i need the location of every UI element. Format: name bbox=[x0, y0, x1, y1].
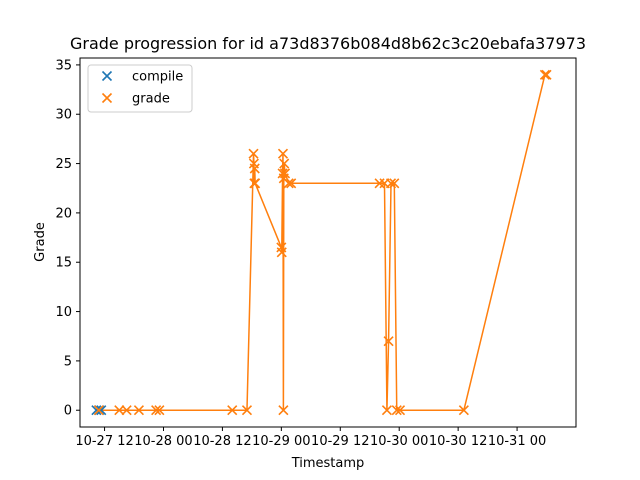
x-tick-label: 10-27 12 bbox=[75, 434, 133, 449]
grade-point bbox=[385, 178, 397, 189]
grade-point bbox=[541, 69, 552, 80]
grade-point bbox=[389, 178, 400, 189]
y-tick-label: 0 bbox=[64, 404, 72, 419]
grade-point bbox=[283, 178, 294, 189]
plot-area bbox=[91, 69, 552, 416]
x-tick-label: 10-28 00 bbox=[134, 434, 192, 449]
x-tick-label: 10-29 00 bbox=[252, 434, 310, 449]
y-tick-label: 35 bbox=[55, 58, 72, 73]
y-axis-label: Grade bbox=[33, 222, 48, 262]
x-tick-label: 10-28 12 bbox=[193, 434, 251, 449]
legend-label-compile: compile bbox=[132, 70, 183, 85]
grade-point bbox=[248, 148, 259, 159]
grade-point bbox=[277, 148, 289, 159]
y-tick-label: 20 bbox=[55, 206, 72, 221]
grade-point bbox=[276, 247, 287, 258]
grade-point bbox=[383, 336, 394, 347]
grade-point bbox=[391, 405, 402, 416]
grade-point bbox=[93, 405, 104, 416]
grade-point bbox=[133, 405, 144, 416]
grade-point bbox=[121, 405, 132, 416]
x-tick-label: 10-30 12 bbox=[429, 434, 487, 449]
legend-frame bbox=[87, 64, 193, 113]
y-tick-label: 10 bbox=[55, 305, 72, 320]
y-tick-label: 30 bbox=[55, 108, 72, 123]
chart-title: Grade progression for id a73d8376b084d8b… bbox=[70, 34, 586, 53]
y-tick-label: 15 bbox=[55, 256, 72, 271]
axis-ticks: 10-27 12 10-28 00 10-28 12 10-29 00 10-29 12… bbox=[55, 58, 546, 449]
axes-frame bbox=[79, 57, 577, 428]
grade-point bbox=[286, 178, 297, 189]
grade-point bbox=[154, 405, 165, 416]
y-tick-label: 5 bbox=[64, 354, 72, 369]
grade-point bbox=[279, 158, 290, 169]
y-tick-label: 25 bbox=[55, 157, 72, 172]
legend-label-grade: grade bbox=[132, 92, 170, 107]
grade-point bbox=[241, 405, 253, 416]
grade-point bbox=[381, 405, 392, 416]
grade-point bbox=[394, 405, 406, 416]
grade-series-line bbox=[98, 74, 547, 411]
grade-point bbox=[278, 405, 289, 416]
x-tick-label: 10-30 00 bbox=[370, 434, 428, 449]
compile-point bbox=[96, 405, 107, 416]
legend: compile grade bbox=[87, 64, 193, 113]
legend-marker-grade bbox=[101, 92, 113, 104]
x-axis-label: Timestamp bbox=[291, 456, 365, 471]
x-tick-label: 10-31 00 bbox=[488, 434, 546, 449]
grade-point bbox=[151, 405, 162, 416]
grade-point bbox=[227, 405, 238, 416]
grade-point bbox=[458, 405, 469, 416]
grade-point bbox=[250, 178, 261, 189]
grade-point bbox=[249, 163, 260, 174]
grade-point bbox=[114, 405, 125, 416]
x-tick-label: 10-29 12 bbox=[311, 434, 369, 449]
grade-point bbox=[279, 168, 291, 179]
grade-point bbox=[539, 69, 550, 80]
legend-marker-compile bbox=[101, 70, 113, 82]
